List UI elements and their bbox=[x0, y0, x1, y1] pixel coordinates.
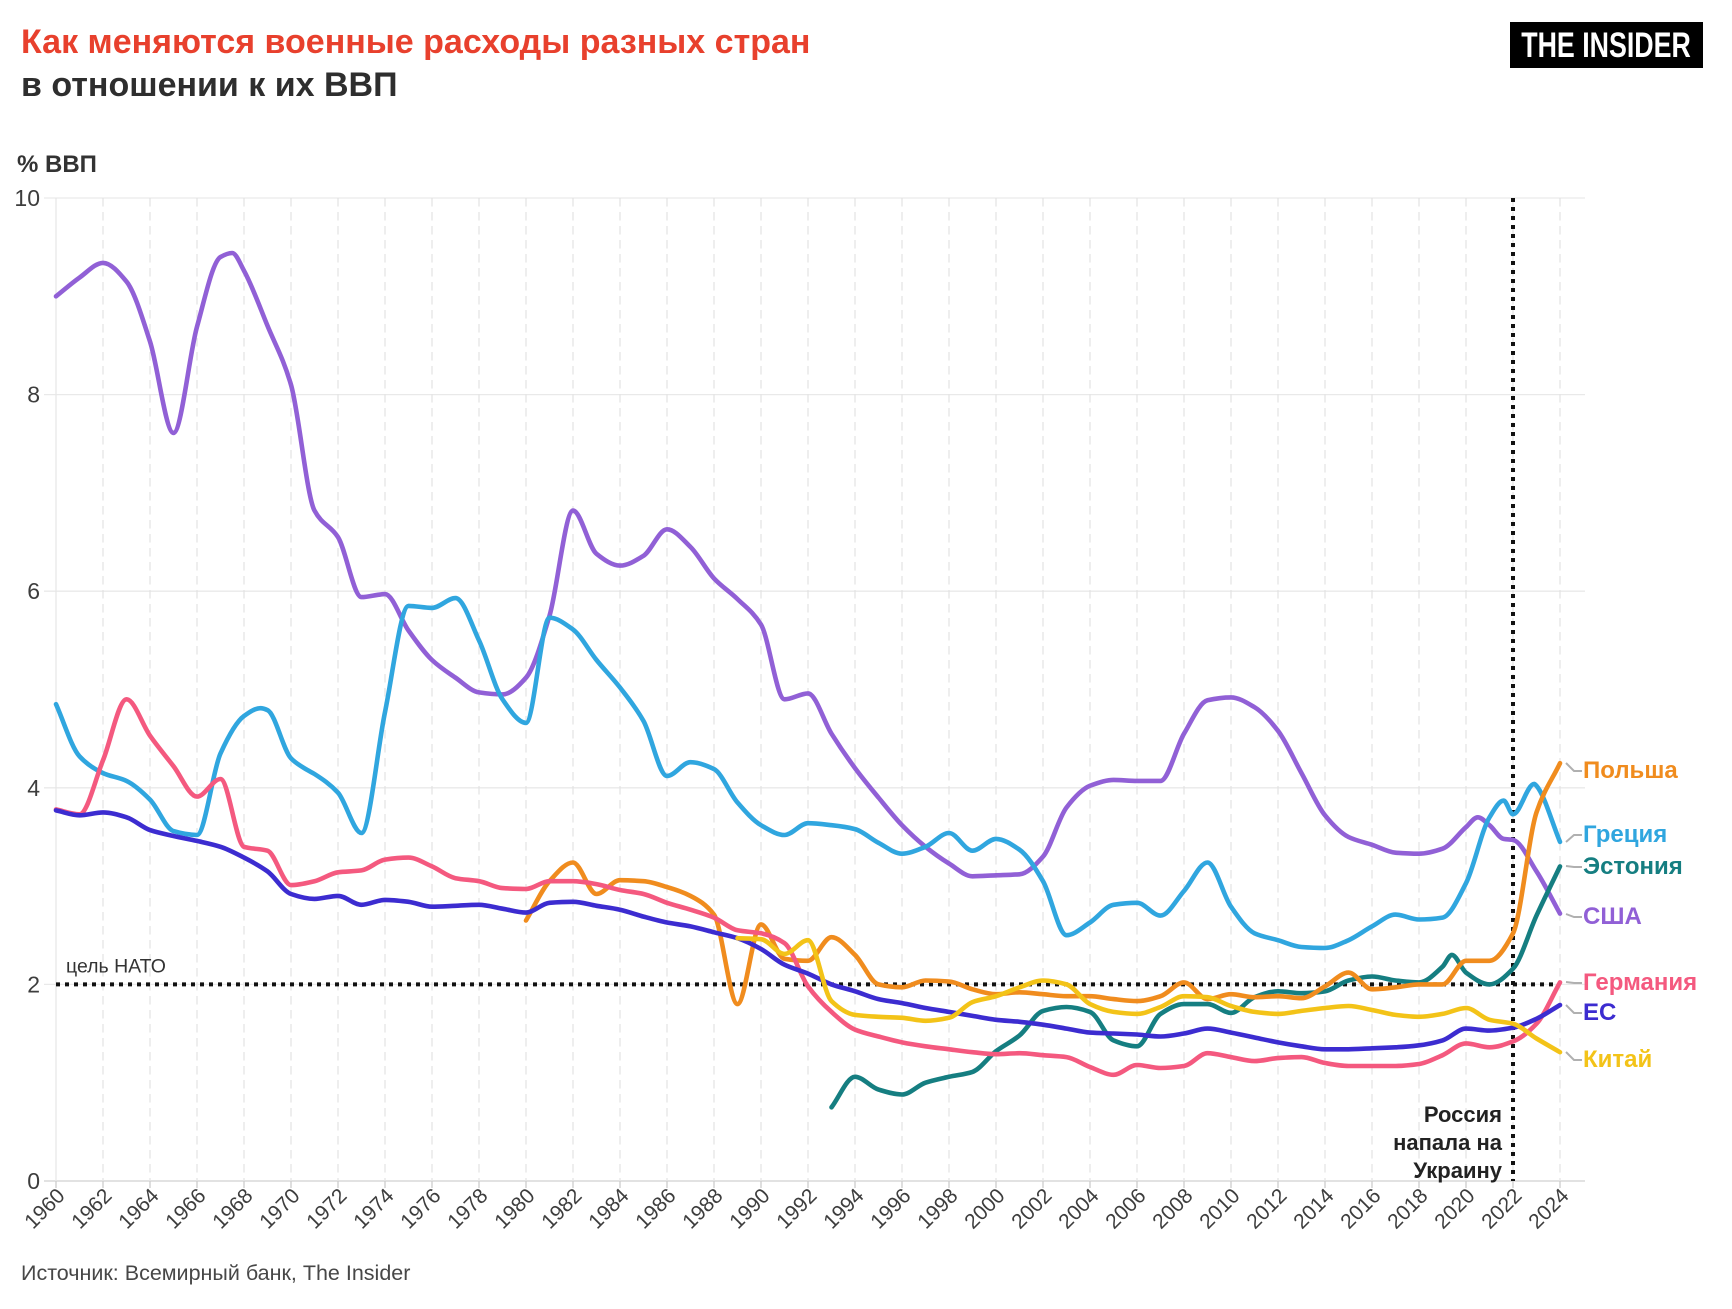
svg-text:Германия: Германия bbox=[1583, 969, 1697, 996]
svg-text:ЕС: ЕС bbox=[1583, 999, 1616, 1026]
svg-text:в отношении к их ВВП: в отношении к их ВВП bbox=[21, 66, 398, 104]
svg-text:напала на: напала на bbox=[1393, 1130, 1503, 1155]
svg-text:Источник: Всемирный банк, The: Источник: Всемирный банк, The Insider bbox=[21, 1261, 410, 1285]
svg-text:2: 2 bbox=[27, 971, 40, 997]
svg-text:6: 6 bbox=[27, 578, 40, 604]
svg-text:THE INSIDER: THE INSIDER bbox=[1521, 26, 1691, 65]
svg-text:Греция: Греция bbox=[1583, 821, 1667, 848]
svg-text:% ВВП: % ВВП bbox=[17, 151, 97, 178]
svg-text:Китай: Китай bbox=[1583, 1046, 1652, 1073]
svg-text:0: 0 bbox=[27, 1168, 40, 1194]
svg-text:Россия: Россия bbox=[1424, 1102, 1502, 1127]
svg-text:Польша: Польша bbox=[1583, 757, 1678, 784]
svg-text:цель НАТО: цель НАТО bbox=[66, 955, 166, 977]
svg-text:4: 4 bbox=[27, 775, 40, 801]
svg-text:Как меняются военные расходы р: Как меняются военные расходы разных стра… bbox=[21, 23, 810, 61]
svg-text:Украину: Украину bbox=[1413, 1158, 1502, 1183]
svg-text:Эстония: Эстония bbox=[1583, 853, 1683, 880]
svg-text:10: 10 bbox=[14, 185, 40, 211]
svg-text:8: 8 bbox=[27, 382, 40, 408]
svg-text:США: США bbox=[1583, 903, 1642, 930]
